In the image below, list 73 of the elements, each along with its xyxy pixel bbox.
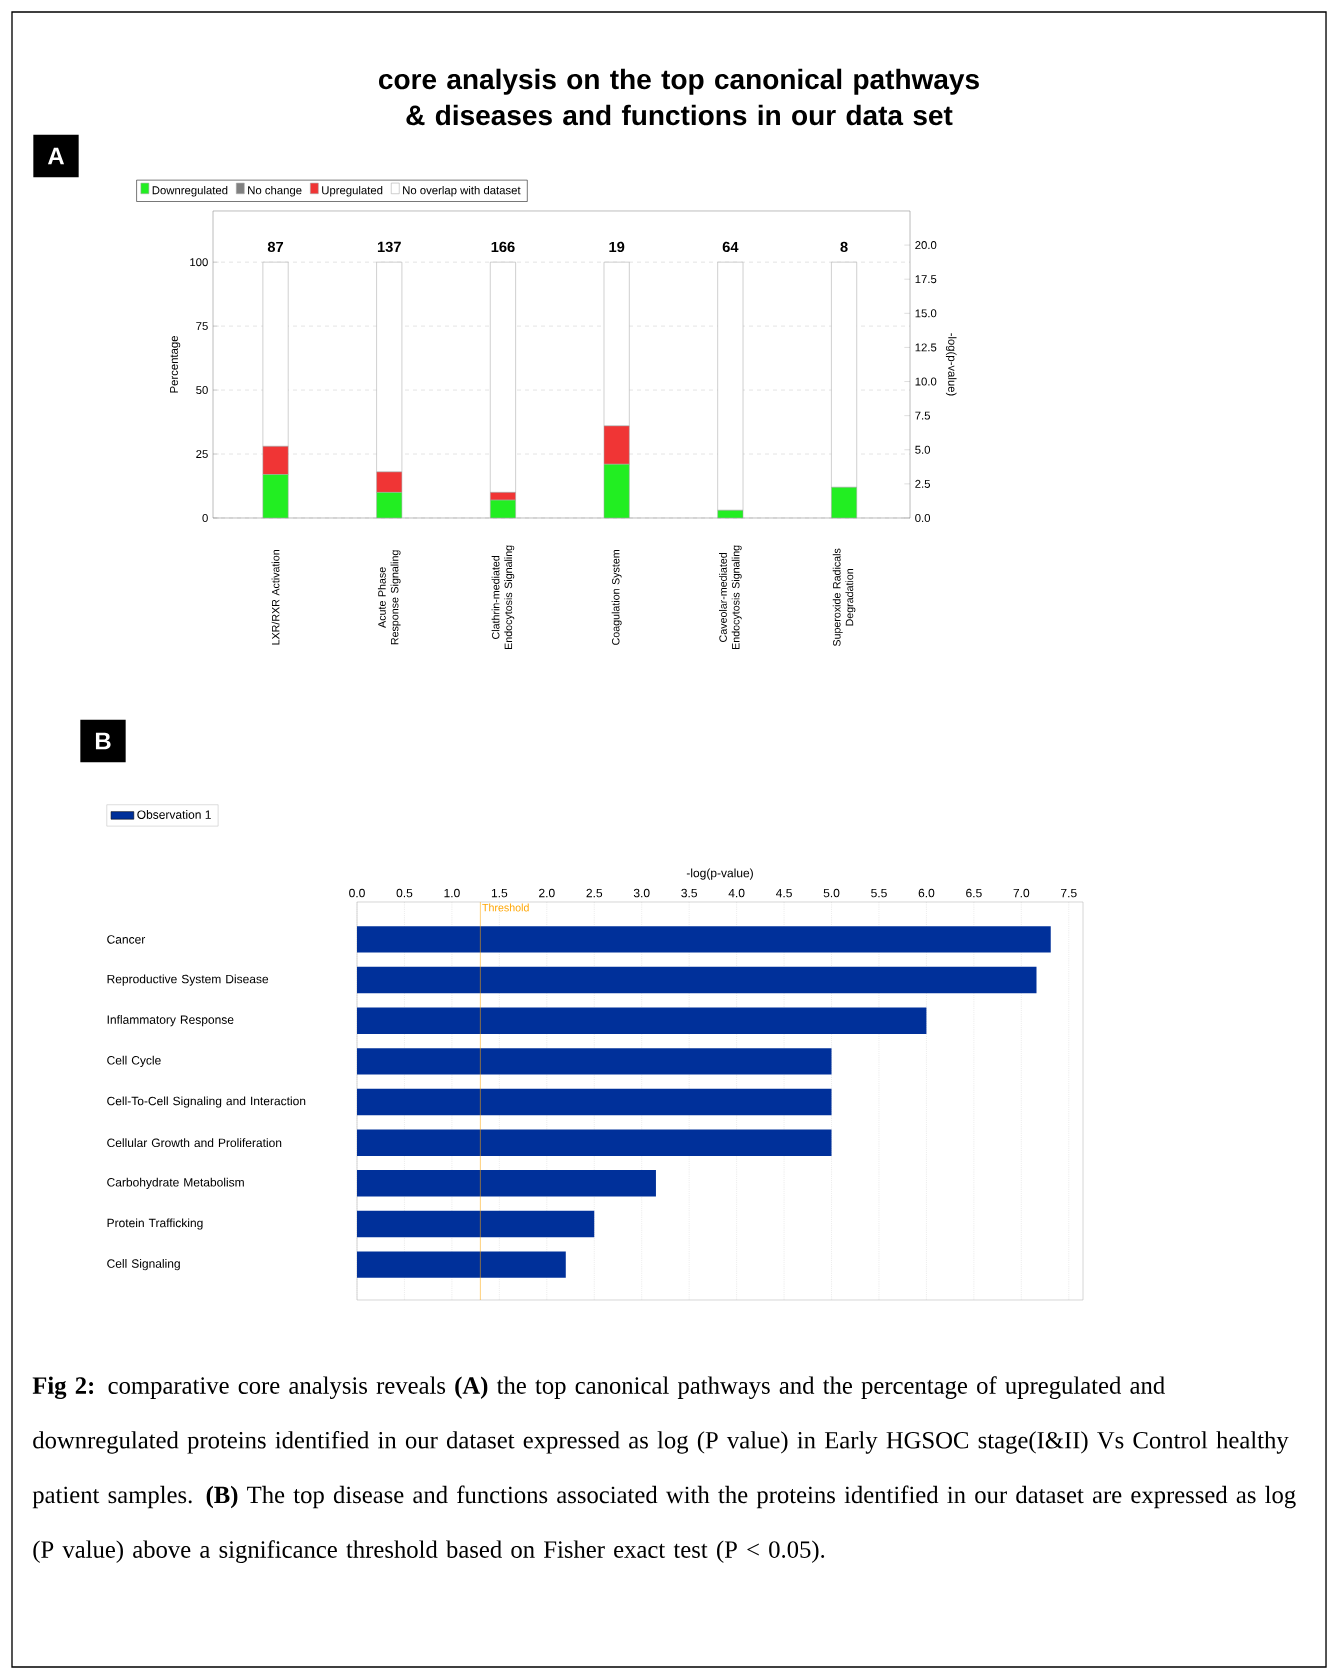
bar <box>357 926 1051 953</box>
x-tick-label: 1.0 <box>444 888 460 898</box>
x-tick-label: 7.0 <box>1013 888 1030 898</box>
ref-line-label: Threshold <box>482 903 529 912</box>
text: B <box>95 732 111 750</box>
x-tick-label: 1.5 <box>491 888 508 898</box>
bar <box>357 1170 656 1197</box>
legend-label: Downregulated <box>152 185 228 197</box>
annotation: 166 <box>491 241 515 253</box>
y2-axis-title: -log(p-value) <box>945 333 957 396</box>
y-tick-label: 25 <box>196 450 208 459</box>
y-tick-label: Cell Signaling <box>107 1259 180 1271</box>
x-tick-label: 5.5 <box>871 888 887 898</box>
y-tick-label: Carbohydrate Metabolism <box>107 1177 244 1189</box>
text: Fig 2: comparative core analysis reveals (A) the top canonical pathways and the percentage of upregulated and downregulated proteins identified in our dataset expressed as log (P value) in Early HGSOC stage(I&II) Vs Control healthy patient samples. (B) The top disease and functions associated with the proteins identified in our dataset are expressed as log (P value) above a significance threshold based on Fisher exact test (P < 0.05). <box>32 1376 1296 1563</box>
chart-title: core analysis on the top canonical pathways & diseases and functions in our data set <box>379 68 979 126</box>
x-tick-label: 7.5 <box>1061 888 1077 898</box>
y-tick-label: 0 <box>202 513 208 522</box>
y-tick-label: Reproductive System Disease <box>107 974 269 986</box>
x-tick-label: Clathrin-mediated Endocytosis Signaling <box>491 545 515 649</box>
x-axis-title: -log(p-value) <box>686 868 753 880</box>
x-tick-label: 6.5 <box>966 888 982 898</box>
x-tick-label: Coagulation System <box>611 550 622 645</box>
y2-tick-label: 15.0 <box>915 309 937 318</box>
bar <box>357 1088 832 1116</box>
text: A <box>47 147 65 165</box>
legend-label: Upregulated <box>322 185 383 197</box>
x-tick-label: 6.0 <box>918 888 935 898</box>
x-tick-label: 0.0 <box>349 888 365 898</box>
bar <box>357 1210 595 1238</box>
x-tick-label: 4.5 <box>775 888 792 898</box>
annotation: 8 <box>840 241 848 253</box>
x-tick-label: Superoxide Radicals Degradation <box>832 548 856 647</box>
x-tick-label: Acute Phase Response Signaling <box>377 550 401 645</box>
x-tick-label: 3.0 <box>633 888 650 898</box>
bar <box>357 1251 566 1278</box>
y2-tick-label: 12.5 <box>915 343 937 352</box>
bar <box>357 966 1037 994</box>
x-tick-label: LXR/RXR Activation <box>271 550 280 645</box>
y-tick-label: 50 <box>196 386 208 395</box>
y2-tick-label: 20.0 <box>915 241 937 250</box>
bar <box>357 1129 832 1156</box>
annotation: 137 <box>377 241 401 253</box>
x-tick-label: 0.5 <box>396 888 413 898</box>
y-tick-label: Cancer <box>107 935 146 944</box>
annotation: 87 <box>267 241 284 253</box>
y-tick-label: Protein Trafficking <box>107 1218 203 1230</box>
y-axis-title: Percentage <box>170 336 181 393</box>
x-tick-label: 2.0 <box>539 888 555 898</box>
bar <box>357 1007 927 1034</box>
y2-tick-label: 7.5 <box>915 411 931 420</box>
bar <box>357 1048 832 1075</box>
legend-label: Observation 1 <box>137 810 211 819</box>
y-tick-label: Cell Cycle <box>107 1055 161 1067</box>
x-tick-label: 3.5 <box>681 888 697 898</box>
y-tick-label: 75 <box>196 322 208 331</box>
legend-label: No change <box>248 185 302 197</box>
y2-tick-label: 0.0 <box>915 513 931 522</box>
x-tick-label: 4.0 <box>728 888 745 898</box>
y2-tick-label: 10.0 <box>915 377 937 386</box>
y2-tick-label: 5.0 <box>915 445 931 454</box>
y2-tick-label: 17.5 <box>915 275 937 284</box>
x-tick-label: Caveolar-mediated Endocytosis Signaling <box>719 545 742 649</box>
x-tick-label: 5.0 <box>823 888 840 898</box>
y-tick-label: Cellular Growth and Proliferation <box>107 1138 282 1148</box>
y-tick-label: 100 <box>190 258 208 267</box>
annotation: 64 <box>722 241 739 253</box>
x-tick-label: 2.5 <box>586 888 603 898</box>
legend-label: No overlap with dataset <box>403 185 521 197</box>
y-tick-label: Cell-To-Cell Signaling and Interaction <box>107 1096 306 1108</box>
y2-tick-label: 2.5 <box>915 479 931 488</box>
annotation: 19 <box>609 241 625 253</box>
y-tick-label: Inflammatory Response <box>107 1015 234 1027</box>
